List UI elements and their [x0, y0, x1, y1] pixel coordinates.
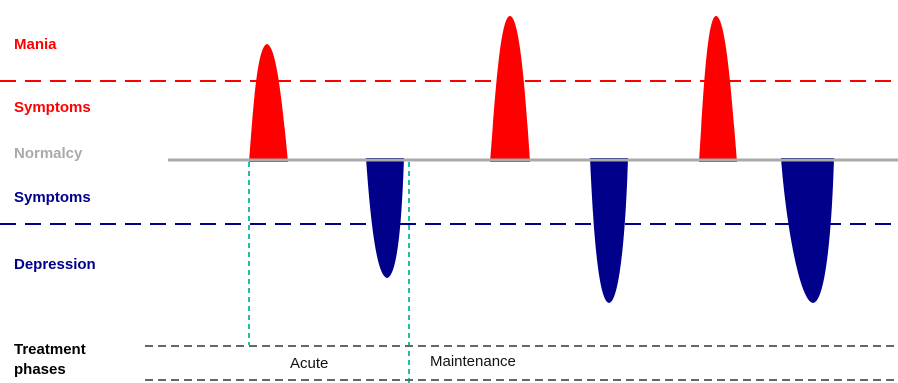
- maintenance-phase-label: Maintenance: [430, 353, 516, 370]
- depression-symptoms-label: Symptoms: [14, 189, 91, 206]
- mania-episode-2: [490, 16, 530, 162]
- treatment-phases-label-line1: Treatment: [14, 341, 86, 358]
- mania-episode-3: [699, 16, 737, 162]
- treatment-phases-label-line2: phases: [14, 361, 66, 378]
- normalcy-label: Normalcy: [14, 145, 83, 162]
- mania-symptoms-label: Symptoms: [14, 99, 91, 116]
- depression-episode-1: [366, 158, 404, 278]
- mania-episode-1: [249, 44, 288, 162]
- depression-episode-3: [781, 158, 834, 303]
- acute-phase-label: Acute: [290, 355, 329, 372]
- depression-episode-2: [590, 158, 628, 303]
- mania-label: Mania: [14, 36, 57, 53]
- depression-label: Depression: [14, 256, 96, 273]
